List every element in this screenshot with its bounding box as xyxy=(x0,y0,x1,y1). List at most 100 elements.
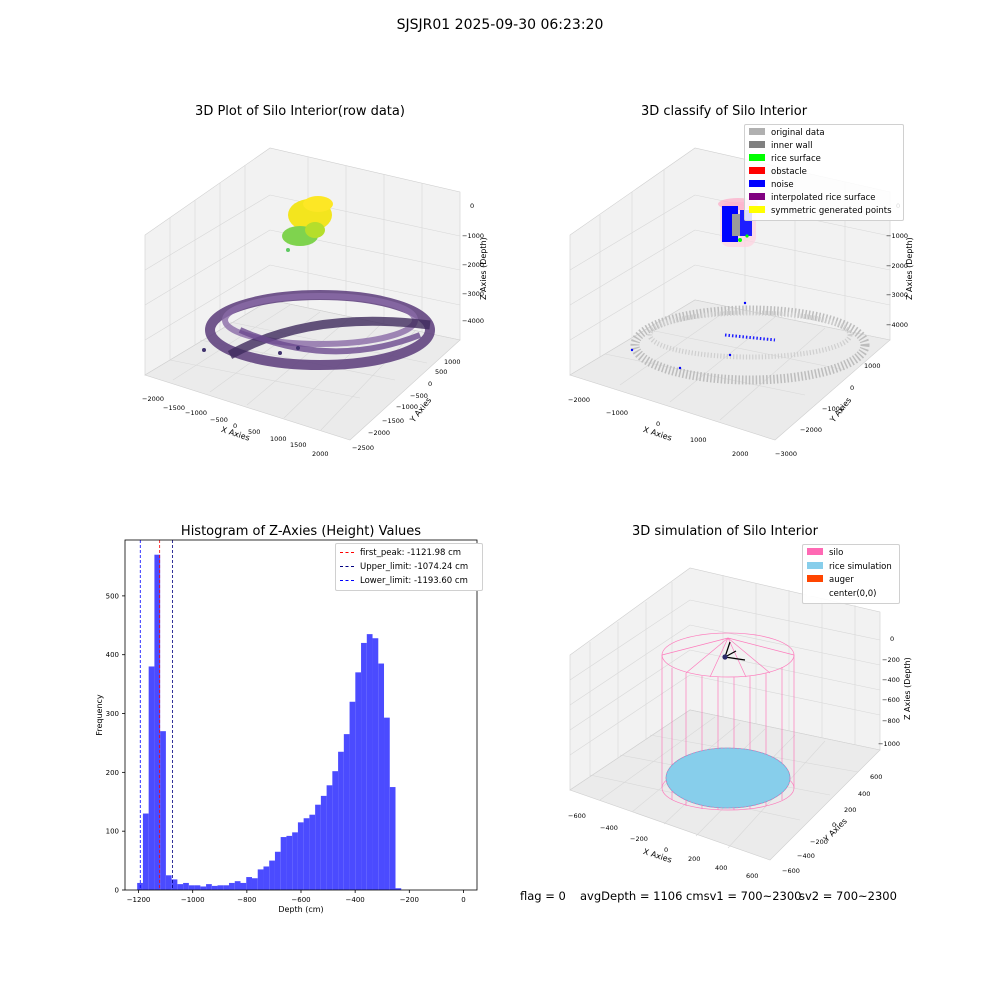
histogram-xticks: −1200 −1000 −800 −600 −400 −200 0 xyxy=(127,890,466,904)
avg-depth-text: avgDepth = 1106 cmsv1 = 700~2300 xyxy=(580,889,802,903)
histogram-vlines xyxy=(139,540,173,890)
histogram-bar xyxy=(338,751,344,890)
histogram-bar xyxy=(378,663,385,890)
raw-xtick: −500 xyxy=(210,416,228,424)
simulation-xlabel: X Axies xyxy=(642,847,673,865)
raw-ytick: 0 xyxy=(428,380,432,388)
rice-simulation-surface xyxy=(665,747,791,809)
classify-xtick: 1000 xyxy=(690,436,707,444)
raw-xtick: 2000 xyxy=(312,450,329,458)
simulation-legend: silo rice simulation auger center(0,0) xyxy=(802,544,900,604)
simulation-xtick: 0 xyxy=(664,846,668,854)
figure-title: SJSJR01 2025-09-30 06:23:20 xyxy=(396,17,604,33)
classify-ytick: 0 xyxy=(850,384,854,392)
raw-xtick: −1500 xyxy=(163,404,185,412)
legend-entry-original-data: original data xyxy=(749,127,899,140)
classify-ytick: −3000 xyxy=(775,450,797,458)
raw-ytick: 1000 xyxy=(444,358,461,366)
raw-xtick: 0 xyxy=(233,422,237,430)
histogram-bar xyxy=(246,877,252,890)
histogram-bar xyxy=(211,885,218,890)
legend-swatch xyxy=(749,128,765,135)
simulation-ztick: −800 xyxy=(882,717,900,725)
legend-entry-lower-limit: Lower_limit: -1193.60 cm xyxy=(340,574,478,588)
histogram-bar xyxy=(395,888,402,890)
histogram-ytick-label: 500 xyxy=(106,592,119,600)
classify-ytick: −2000 xyxy=(800,426,822,434)
raw-xtick: 1000 xyxy=(270,435,287,443)
classify-ztick: −3000 xyxy=(886,291,908,299)
histogram-bar xyxy=(315,804,321,890)
legend-entry-center: center(0,0) xyxy=(807,588,895,602)
legend-entry-upper-limit: Upper_limit: -1074.24 cm xyxy=(340,560,478,574)
histogram-bar xyxy=(274,851,281,890)
histogram-bar xyxy=(148,666,155,890)
simulation-plot-title: 3D simulation of Silo Interior xyxy=(632,524,818,539)
raw-xtick: −2000 xyxy=(142,395,164,403)
simulation-ztick: −600 xyxy=(882,696,900,704)
simulation-ztick: −400 xyxy=(882,676,900,684)
simulation-ztick: −200 xyxy=(882,656,900,664)
raw-ytick: −1000 xyxy=(396,403,418,411)
histogram-bar xyxy=(361,642,367,890)
histogram-bar xyxy=(171,879,178,890)
legend-swatch xyxy=(807,588,823,596)
sv2-text: sv2 = 700~2300 xyxy=(799,889,897,903)
legend-line xyxy=(340,580,354,581)
simulation-ytick: 400 xyxy=(858,790,870,798)
simulation-ztick: 0 xyxy=(890,635,894,643)
histogram-bar xyxy=(229,882,235,890)
histogram-xtick-label: −1000 xyxy=(181,896,205,904)
legend-entry-rice-simulation: rice simulation xyxy=(807,561,895,575)
histogram-bar xyxy=(160,731,166,890)
raw-3d-plot: −2000 −1500 −1000 −500 0 500 1000 1500 2… xyxy=(142,147,488,458)
raw-ztick: −1000 xyxy=(462,232,484,240)
raw-ztick: −4000 xyxy=(462,317,484,325)
classify-floor-ring xyxy=(630,305,870,385)
legend-swatch xyxy=(749,206,765,213)
classify-zlabel: Z Axies (Depth) xyxy=(905,237,914,300)
legend-entry-rice-surface: rice surface xyxy=(749,153,899,166)
legend-entry-interpolated: interpolated rice surface xyxy=(749,192,899,205)
histogram-bar xyxy=(297,822,304,890)
histogram-ytick-label: 0 xyxy=(115,887,119,895)
histogram-bar xyxy=(349,701,356,890)
simulation-xtick: −200 xyxy=(630,835,648,843)
classify-xtick: 2000 xyxy=(732,450,749,458)
legend-swatch xyxy=(749,167,765,174)
histogram-bar xyxy=(355,672,362,890)
histogram-chart: −1200 −1000 −800 −600 −400 −200 0 0 100 200 300 40… xyxy=(95,539,478,914)
legend-entry-obstacle: obstacle xyxy=(749,166,899,179)
histogram-bar xyxy=(142,813,149,890)
legend-swatch xyxy=(807,548,823,555)
histogram-bar xyxy=(269,860,275,890)
simulation-ytick: −600 xyxy=(782,867,800,875)
histogram-bar xyxy=(217,885,224,890)
histogram-title: Histogram of Z-Axies (Height) Values xyxy=(180,524,422,539)
raw-ztick: −3000 xyxy=(462,290,484,298)
histogram-bar xyxy=(154,554,161,890)
legend-entry-noise: noise xyxy=(749,179,899,192)
auger-marker xyxy=(722,641,746,661)
histogram-bar xyxy=(200,886,207,890)
histogram-bar xyxy=(320,795,327,890)
legend-entry-first-peak: first_peak: -1121.98 cm xyxy=(340,546,478,560)
histogram-bar xyxy=(384,717,390,890)
flag-text: flag = 0 xyxy=(520,889,566,903)
legend-entry-inner-wall: inner wall xyxy=(749,140,899,153)
simulation-ytick: 600 xyxy=(870,773,882,781)
classify-xtick: 0 xyxy=(656,420,660,428)
histogram-bars xyxy=(137,554,402,890)
histogram-xlabel: Depth (cm) xyxy=(278,905,323,914)
histogram-xtick-label: −1200 xyxy=(127,896,151,904)
simulation-xtick: 400 xyxy=(715,864,727,872)
raw-plot-title: 3D Plot of Silo Interior(row data) xyxy=(195,104,405,119)
simulation-ytick: 0 xyxy=(832,821,836,829)
raw-ytick: −500 xyxy=(410,392,428,400)
classify-legend: original data inner wall rice surface ob… xyxy=(744,124,904,221)
histogram-bar xyxy=(372,638,379,890)
legend-entry-auger: auger xyxy=(807,574,895,588)
simulation-ytick: −400 xyxy=(797,852,815,860)
histogram-bar xyxy=(366,634,373,890)
classify-plot-title: 3D classify of Silo Interior xyxy=(640,104,808,119)
